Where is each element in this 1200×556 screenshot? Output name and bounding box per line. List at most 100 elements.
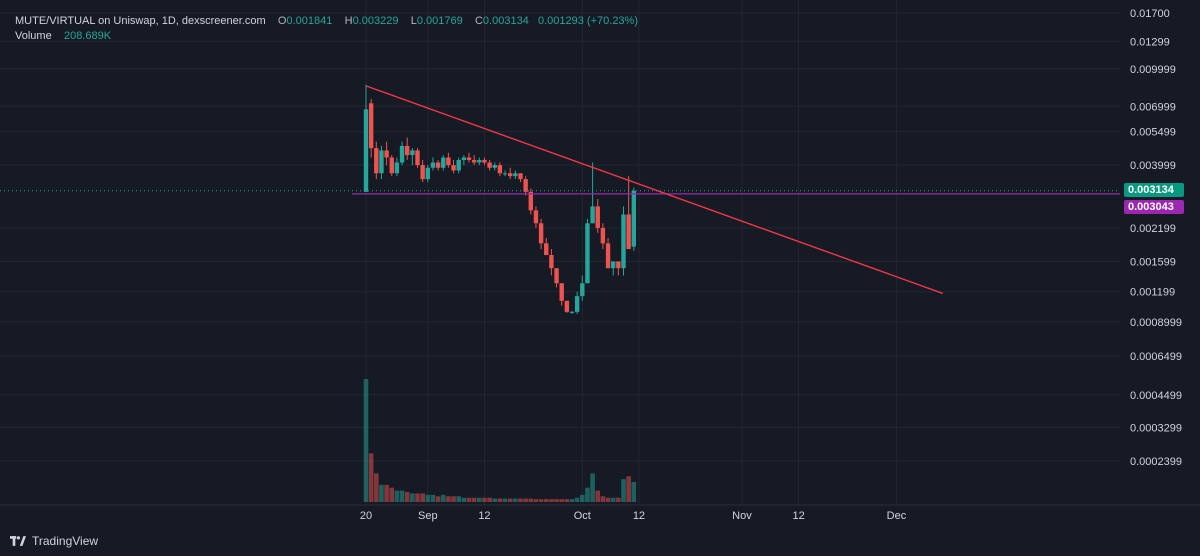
high-value: 0.003229 [352,15,399,27]
trendline[interactable] [365,85,944,295]
x-tick-label: 12 [633,510,645,522]
x-tick-label: 12 [478,510,490,522]
candle [420,159,425,183]
candle [461,155,467,166]
candle [549,249,554,276]
y-tick-label: 0.01700 [1130,8,1170,20]
y-tick-label: 0.01299 [1130,36,1170,48]
x-tick-label: Nov [732,510,752,522]
volume-bar [461,497,467,502]
y-tick-label: 0.001199 [1130,287,1175,299]
candle [611,261,616,276]
volume-bar [595,490,601,502]
y-tick-label: 0.005499 [1130,127,1176,139]
volume-bar [528,498,534,502]
volume-bar [538,499,544,502]
candle [518,173,523,183]
candle [569,310,575,315]
y-tick-label: 0.001599 [1130,256,1176,268]
candle [559,283,564,306]
x-tick-label: Dec [887,510,907,522]
candle [538,218,544,250]
candle [394,157,400,177]
volume-bar [440,494,446,502]
candle [363,84,369,192]
y-tick-label: 0.0003299 [1130,422,1182,434]
candle [502,170,508,177]
symbol-title: MUTE/VIRTUAL on Uniswap, 1D, dexscreener… [15,15,266,27]
volume-bar [554,499,559,502]
candle [430,157,436,171]
candle [477,157,482,166]
low-label: L [410,15,417,27]
candle [482,157,487,166]
y-tick-label: 0.002199 [1130,223,1176,235]
volume-bar [626,476,631,502]
candle [425,165,430,183]
volume-bar [513,498,518,502]
volume-bar [415,493,420,502]
candlesticks [363,84,636,315]
volume-bar [605,497,611,502]
time-axis[interactable]: 20 Sep 12 Oct 12 Nov 12 Dec [0,504,1200,522]
chart-legend: MUTE/VIRTUAL on Uniswap, 1D, dexscreener… [15,14,638,44]
candle [605,237,611,269]
candle [616,261,621,276]
volume-bar [497,498,503,502]
volume-bar [410,493,415,502]
ohlc-row: MUTE/VIRTUAL on Uniswap, 1D, dexscreener… [15,14,638,29]
volume-bar [507,498,513,502]
chart-drawings [0,85,1120,295]
volume-bars [363,379,637,502]
volume-bar [564,499,570,502]
volume-bar [425,494,431,502]
candle [415,148,420,168]
volume-bar [399,490,405,502]
candle [595,198,600,233]
candle [523,176,528,196]
open-label: O [277,15,287,27]
volume-value: 208.689K [63,30,112,42]
volume-bar [518,498,523,502]
candle [435,159,441,171]
candle [389,155,394,177]
tradingview-logo-icon [10,536,26,546]
candle [528,188,533,215]
high-label: H [344,15,353,27]
candle [441,155,446,171]
x-tick-label: 12 [792,510,804,522]
candle [405,137,410,160]
y-tick-label: 0.0006499 [1130,351,1182,363]
volume-bar [574,497,580,502]
volume-bar [482,497,487,502]
brand-name: TradingView [32,534,99,548]
low-value: 0.001769 [416,15,463,27]
candle [554,268,559,288]
candle [384,141,389,166]
tradingview-brand[interactable]: TradingView [10,534,98,548]
level-price-tag: 0.003043 [1124,199,1184,214]
candle [631,187,636,251]
volume-bar [610,497,616,502]
volume-bar [389,487,395,502]
volume-bar [585,487,590,502]
candle [466,152,472,163]
candle [564,300,570,313]
volume-bar [363,379,369,502]
open-value: 0.001841 [286,15,333,27]
volume-bar [569,499,575,502]
volume-bar [471,497,477,502]
volume-bar [466,497,472,502]
volume-bar [430,494,436,502]
volume-bar [492,498,498,502]
volume-bar [420,493,425,502]
price-axis[interactable]: 0.01700 0.01299 0.009999 0.006999 0.005499 0.… [1130,8,1182,468]
volume-bar [451,496,456,502]
x-tick-label: 20 [360,510,372,522]
volume-bar [543,499,549,502]
candle [580,275,585,301]
volume-bar [523,498,528,502]
volume-bar [435,496,441,502]
candle [471,155,477,166]
